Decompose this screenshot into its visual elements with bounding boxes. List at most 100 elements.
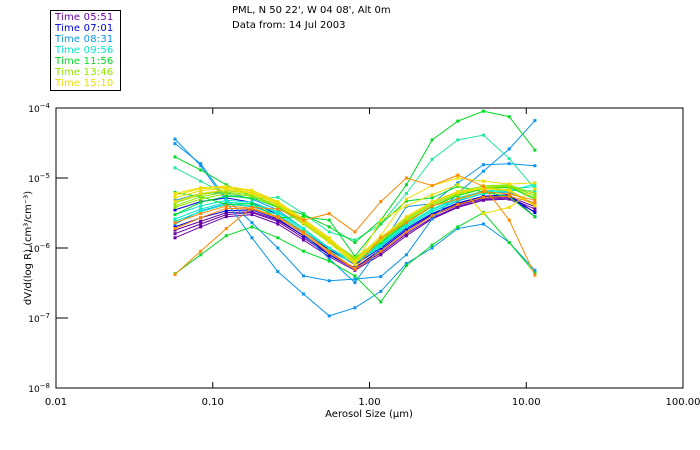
y-tick-label: 10−5 (28, 172, 50, 185)
data-point (173, 196, 177, 200)
data-point (507, 197, 511, 201)
data-point (481, 198, 485, 202)
chart-title: PML, N 50 22', W 04 08', Alt 0m Data fro… (232, 3, 391, 33)
data-point (327, 259, 331, 263)
data-point (353, 263, 357, 267)
data-point (327, 257, 331, 261)
legend-item: Time 09:56 (55, 45, 114, 56)
data-point (327, 314, 331, 318)
data-point (199, 200, 203, 204)
data-point (173, 142, 177, 146)
data-point (481, 222, 485, 226)
data-point (430, 204, 434, 208)
data-point (224, 198, 228, 202)
data-point (250, 210, 254, 214)
data-point (224, 194, 228, 198)
data-point (507, 189, 511, 193)
data-point (533, 207, 537, 211)
data-point (199, 212, 203, 216)
data-point (327, 279, 331, 283)
legend-item: Time 13:46 (55, 67, 114, 78)
data-point (430, 157, 434, 161)
data-point (379, 245, 383, 248)
series (173, 211, 537, 304)
data-point (199, 207, 203, 211)
data-point (533, 196, 537, 200)
data-point (327, 255, 331, 259)
data-point (199, 219, 203, 223)
x-tick-label: 1.00 (358, 397, 380, 408)
data-point (327, 249, 331, 253)
data-point (481, 190, 485, 194)
data-point (302, 238, 305, 242)
data-point (379, 234, 383, 238)
data-point (404, 183, 408, 187)
data-point (327, 238, 331, 242)
x-tick-label: 0.01 (45, 397, 67, 408)
data-point (481, 169, 485, 173)
data-point (456, 173, 460, 177)
data-point (353, 238, 357, 242)
data-point (199, 225, 203, 229)
data-point (533, 215, 537, 219)
data-point (404, 253, 408, 257)
data-point (302, 249, 305, 253)
data-point (507, 157, 511, 160)
data-point (224, 192, 228, 195)
data-point (199, 253, 203, 257)
data-point (353, 281, 357, 285)
data-point (379, 249, 383, 253)
data-point (404, 192, 408, 195)
data-point (379, 251, 383, 255)
data-point (379, 236, 383, 240)
data-point (533, 194, 537, 198)
data-point (481, 109, 485, 113)
data-point (353, 277, 357, 281)
data-point (533, 268, 537, 272)
data-point (533, 119, 537, 123)
data-point (173, 137, 177, 141)
series-line (174, 110, 536, 244)
data-point (353, 230, 357, 234)
data-point (353, 274, 357, 278)
data-point (379, 275, 383, 279)
data-point (327, 246, 331, 250)
data-point (199, 192, 203, 195)
data-point (199, 162, 203, 166)
data-point (430, 193, 434, 197)
data-point (250, 194, 254, 198)
data-point (250, 236, 254, 240)
data-point (533, 211, 537, 215)
data-point (533, 148, 537, 152)
data-point (507, 182, 511, 186)
data-point (533, 189, 537, 193)
data-point (507, 147, 511, 151)
legend-item: Time 15:10 (55, 78, 114, 89)
data-point (404, 264, 408, 268)
y-axis-label: dV/d(log R) (cm³/cm⁻³) (23, 191, 34, 305)
data-point (224, 215, 228, 219)
data-point (379, 222, 383, 226)
data-point (173, 192, 177, 195)
data-point (276, 200, 280, 204)
data-point (404, 227, 408, 230)
data-point (250, 225, 254, 229)
data-point (173, 193, 177, 197)
data-point (404, 232, 408, 236)
data-point (379, 300, 383, 304)
data-point (199, 168, 203, 172)
data-point (276, 215, 280, 219)
data-point (379, 200, 383, 204)
legend-item: Time 08:31 (55, 34, 114, 45)
x-axis-label: Aerosol Size (µm) (325, 409, 413, 420)
data-point (199, 197, 203, 201)
data-point (276, 210, 280, 214)
data-point (199, 216, 203, 220)
data-point (224, 204, 228, 208)
data-point (533, 192, 537, 195)
data-point (250, 202, 254, 206)
data-point (199, 164, 203, 168)
data-point (430, 207, 434, 211)
data-point (456, 225, 460, 229)
data-point (533, 201, 537, 205)
